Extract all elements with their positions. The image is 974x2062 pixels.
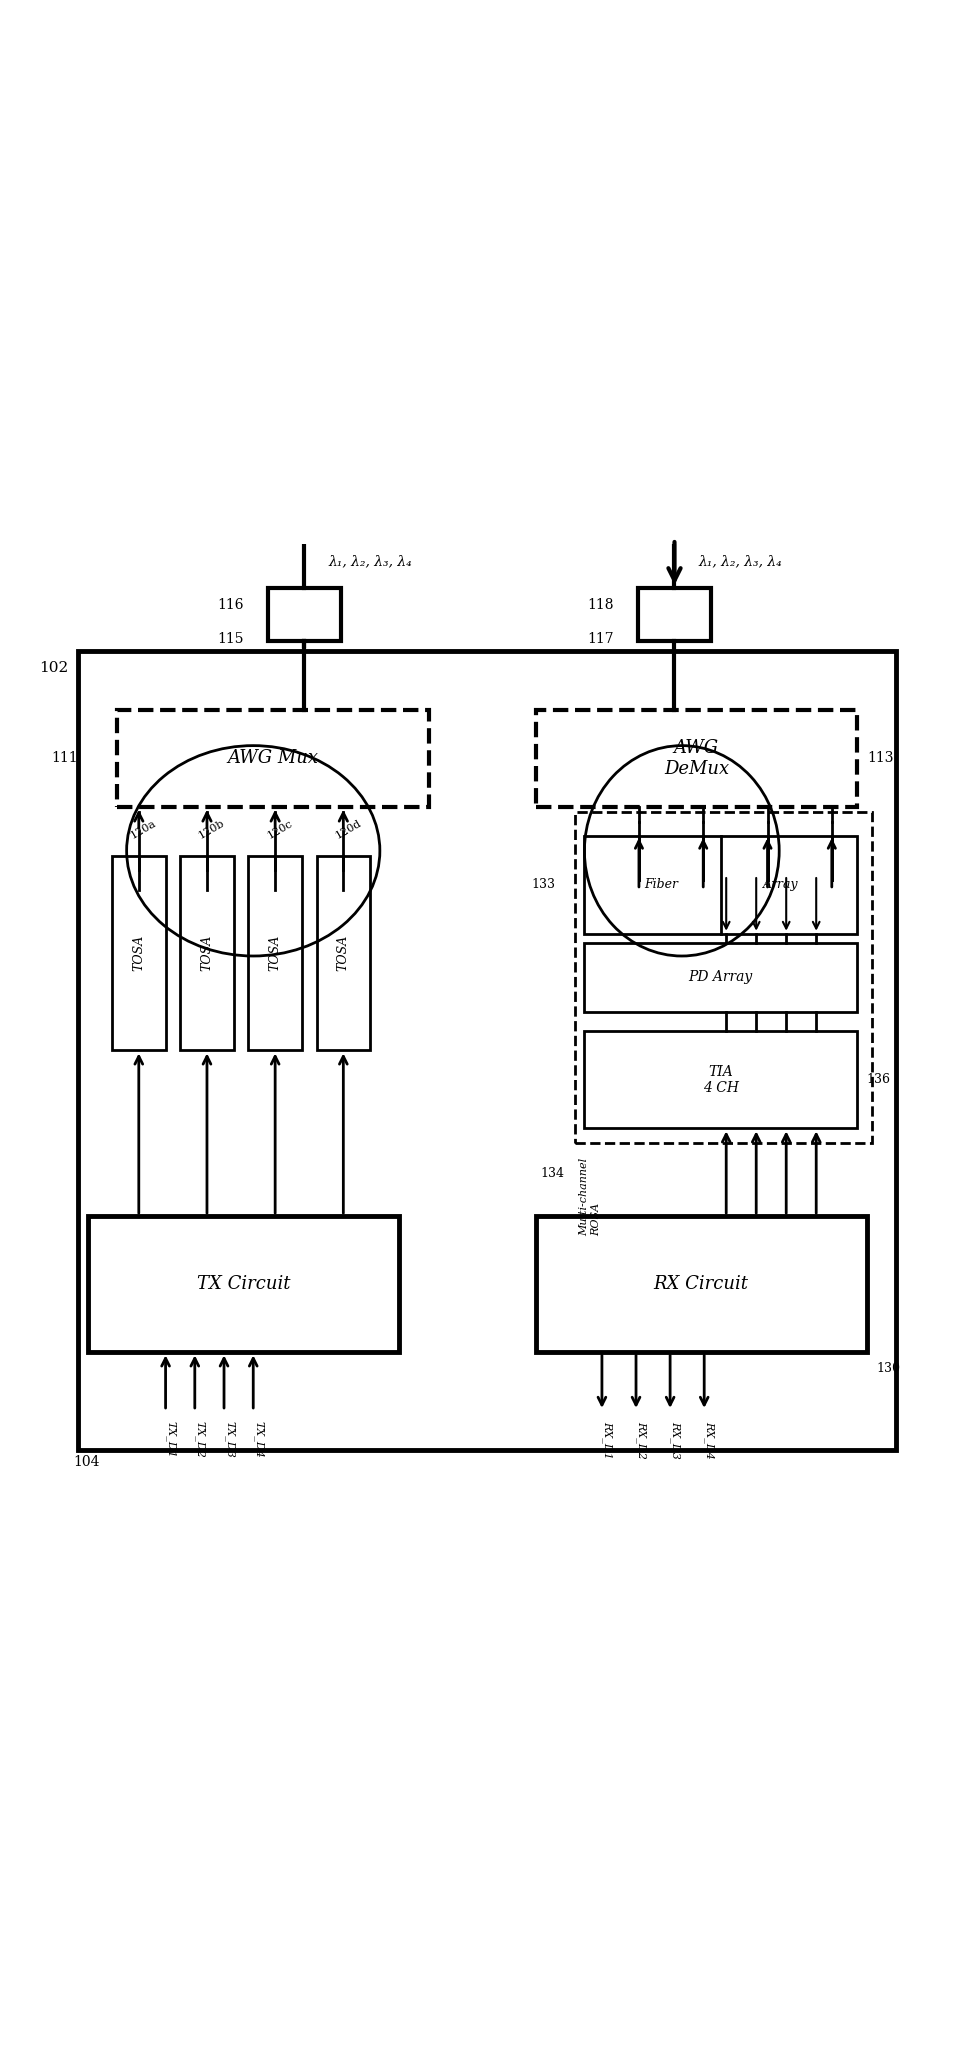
Text: Multi-channel
ROSA: Multi-channel ROSA bbox=[580, 1157, 601, 1235]
Text: λ₁, λ₂, λ₃, λ₄: λ₁, λ₂, λ₃, λ₄ bbox=[329, 555, 412, 569]
Text: RX_D4: RX_D4 bbox=[704, 1421, 715, 1458]
Text: TX_D2: TX_D2 bbox=[195, 1421, 206, 1458]
Text: Array: Array bbox=[763, 878, 799, 891]
Text: λ₁, λ₂, λ₃, λ₄: λ₁, λ₂, λ₃, λ₄ bbox=[699, 555, 782, 569]
Text: 104: 104 bbox=[73, 1454, 99, 1468]
Text: 130: 130 bbox=[877, 1363, 901, 1375]
Text: 111: 111 bbox=[52, 751, 78, 765]
Text: RX_D3: RX_D3 bbox=[670, 1421, 681, 1458]
FancyBboxPatch shape bbox=[112, 856, 166, 1050]
FancyBboxPatch shape bbox=[88, 1217, 399, 1353]
FancyBboxPatch shape bbox=[180, 856, 234, 1050]
FancyBboxPatch shape bbox=[317, 856, 370, 1050]
Text: 113: 113 bbox=[867, 751, 893, 765]
Text: TX_D1: TX_D1 bbox=[166, 1421, 176, 1458]
FancyBboxPatch shape bbox=[584, 942, 857, 1012]
FancyBboxPatch shape bbox=[117, 709, 429, 806]
Text: 120d: 120d bbox=[333, 819, 363, 841]
Text: 134: 134 bbox=[541, 1167, 565, 1179]
FancyBboxPatch shape bbox=[78, 652, 896, 1450]
Text: 120c: 120c bbox=[266, 819, 294, 841]
Text: 115: 115 bbox=[217, 631, 244, 645]
FancyBboxPatch shape bbox=[536, 1217, 867, 1353]
Text: RX Circuit: RX Circuit bbox=[654, 1274, 749, 1293]
Text: AWG Mux: AWG Mux bbox=[227, 749, 318, 767]
FancyBboxPatch shape bbox=[584, 1031, 857, 1128]
Text: PD Array: PD Array bbox=[689, 971, 753, 984]
Text: 120a: 120a bbox=[129, 819, 159, 841]
Text: RX_D1: RX_D1 bbox=[602, 1421, 613, 1458]
Text: AWG
DeMux: AWG DeMux bbox=[664, 738, 729, 777]
Text: RX_D2: RX_D2 bbox=[636, 1421, 647, 1458]
Text: 116: 116 bbox=[217, 598, 244, 612]
FancyBboxPatch shape bbox=[248, 856, 302, 1050]
Text: 136: 136 bbox=[867, 1072, 891, 1087]
FancyBboxPatch shape bbox=[584, 837, 857, 934]
Text: 102: 102 bbox=[39, 662, 68, 674]
Text: TIA
4 CH: TIA 4 CH bbox=[703, 1064, 738, 1095]
Text: TOSA: TOSA bbox=[337, 934, 350, 971]
Text: 118: 118 bbox=[587, 598, 614, 612]
Text: 117: 117 bbox=[587, 631, 614, 645]
FancyBboxPatch shape bbox=[536, 709, 857, 806]
Text: TX Circuit: TX Circuit bbox=[197, 1274, 290, 1293]
Text: TOSA: TOSA bbox=[269, 934, 281, 971]
Text: TOSA: TOSA bbox=[201, 934, 213, 971]
Text: TX_D3: TX_D3 bbox=[224, 1421, 235, 1458]
Text: TOSA: TOSA bbox=[132, 934, 145, 971]
Text: 133: 133 bbox=[531, 878, 555, 891]
Text: 120b: 120b bbox=[197, 819, 227, 841]
Text: TX_D4: TX_D4 bbox=[253, 1421, 264, 1458]
Text: Fiber: Fiber bbox=[644, 878, 678, 891]
FancyBboxPatch shape bbox=[268, 588, 341, 641]
FancyBboxPatch shape bbox=[638, 588, 711, 641]
